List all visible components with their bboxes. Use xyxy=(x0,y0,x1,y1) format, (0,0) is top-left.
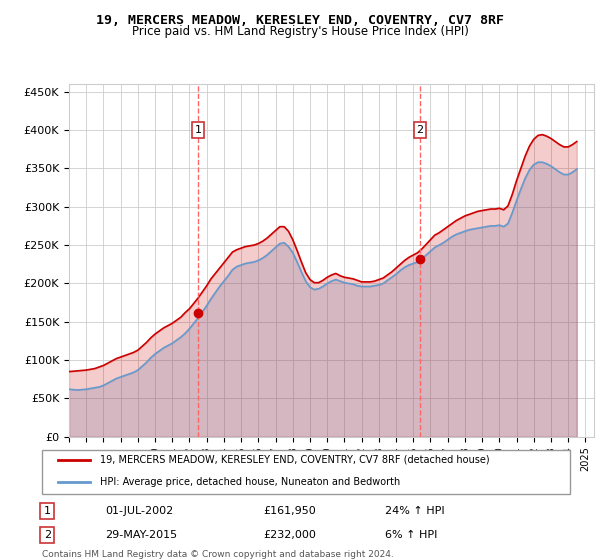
Text: Contains HM Land Registry data © Crown copyright and database right 2024.
This d: Contains HM Land Registry data © Crown c… xyxy=(42,550,394,560)
FancyBboxPatch shape xyxy=(42,450,570,494)
Text: 2: 2 xyxy=(416,125,424,135)
Text: 29-MAY-2015: 29-MAY-2015 xyxy=(106,530,178,540)
Text: 2: 2 xyxy=(44,530,51,540)
Text: HPI: Average price, detached house, Nuneaton and Bedworth: HPI: Average price, detached house, Nune… xyxy=(100,477,400,487)
Text: £232,000: £232,000 xyxy=(264,530,317,540)
Text: £161,950: £161,950 xyxy=(264,506,317,516)
Text: 24% ↑ HPI: 24% ↑ HPI xyxy=(385,506,445,516)
Text: 01-JUL-2002: 01-JUL-2002 xyxy=(106,506,173,516)
Text: 19, MERCERS MEADOW, KERESLEY END, COVENTRY, CV7 8RF (detached house): 19, MERCERS MEADOW, KERESLEY END, COVENT… xyxy=(100,455,490,465)
Text: Price paid vs. HM Land Registry's House Price Index (HPI): Price paid vs. HM Land Registry's House … xyxy=(131,25,469,38)
Text: 19, MERCERS MEADOW, KERESLEY END, COVENTRY, CV7 8RF: 19, MERCERS MEADOW, KERESLEY END, COVENT… xyxy=(96,14,504,27)
Text: 1: 1 xyxy=(194,125,202,135)
Text: 6% ↑ HPI: 6% ↑ HPI xyxy=(385,530,437,540)
Text: 1: 1 xyxy=(44,506,51,516)
